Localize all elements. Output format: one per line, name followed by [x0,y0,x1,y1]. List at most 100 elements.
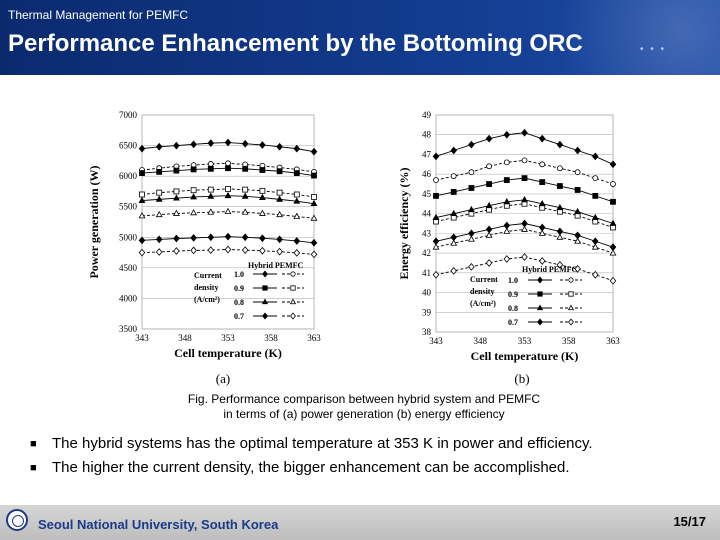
data-point [467,205,475,213]
data-point [190,246,197,255]
data-point [225,186,231,192]
data-point [592,192,599,199]
data-point [521,175,528,182]
data-point [139,191,145,198]
data-point [224,207,232,215]
legend-label: 1.0 [234,270,244,279]
legend-marker-hybrid [261,298,269,305]
data-point [450,239,458,246]
legend-marker-hybrid [262,312,268,320]
data-point [276,168,283,175]
data-point [173,141,180,150]
legend-label: 0.9 [234,284,244,293]
data-point [156,189,163,196]
data-point [293,170,300,176]
bullet-list: ■ The hybrid systems has the optimal temp… [30,432,720,480]
x-tick-label: 358 [562,336,576,346]
legend-marker-pemfc [290,285,296,291]
data-point [503,130,511,139]
legend-marker-hybrid [262,270,268,278]
data-point [521,253,528,261]
data-point [276,195,284,202]
data-point [224,245,232,254]
data-point [172,194,180,201]
bullet-item: ■ The hybrid systems has the optimal temp… [30,432,720,456]
y-axis-label: Power generation (W) [87,165,101,278]
x-tick-label: 343 [135,333,149,343]
data-point [190,193,198,200]
title-decoration-dots: • • • [640,44,667,55]
data-point [592,152,599,161]
data-point [224,232,232,241]
y-axis-label: Energy efficiency (%) [398,168,411,280]
bullet-item: ■ The higher the current density, the big… [30,456,720,480]
legend-header: Hybrid PEMFC [522,265,578,274]
data-point [259,234,266,243]
data-point [609,249,617,256]
data-point [190,234,197,242]
data-point [485,201,493,209]
legend-marker-hybrid [537,318,543,326]
data-point [207,233,215,242]
y-tick-label: 5000 [119,232,138,242]
data-point [521,219,528,228]
bullet-square-icon: ■ [30,462,37,474]
data-point [432,270,440,279]
plot-area [141,114,315,330]
caption-line-2: in terms of (a) power generation (b) ene… [223,407,505,421]
slide-title: Performance Enhancement by the Bottoming… [8,30,583,57]
data-point [311,172,317,179]
data-point [190,166,197,173]
legend-label: 0.8 [234,298,244,307]
legend-header: Hybrid PEMFC [248,261,304,270]
data-point [207,186,214,193]
legend-marker-pemfc [567,304,575,311]
y-tick-label: 45 [422,189,432,199]
y-tick-label: 49 [422,110,432,120]
data-point [138,236,146,245]
data-point [539,179,546,185]
data-point [432,152,440,161]
data-point [276,210,284,218]
data-point [538,199,546,207]
data-point [468,140,475,149]
university-name: Seoul National University, South Korea [38,517,279,532]
legend-title: Current [470,275,498,284]
data-point [486,181,492,187]
data-point [433,177,439,183]
data-point [521,225,528,232]
data-point [450,266,457,275]
data-point [138,248,146,257]
data-point [241,208,249,215]
data-point [556,227,564,236]
data-point [503,221,511,230]
data-point [190,187,197,194]
legend-marker-pemfc [289,298,297,305]
data-point [450,209,458,217]
y-tick-label: 6000 [119,171,138,181]
x-tick-label: 348 [178,333,192,343]
y-tick-label: 46 [422,169,432,179]
chart-power-generation: 3500 4000 4500 5000 5500 6000 6500 7000 343 348 35… [87,110,321,386]
data-point [538,223,546,232]
figure-caption: Fig. Performance comparison between hybr… [120,392,608,422]
data-point [468,229,475,238]
data-point [224,138,232,147]
data-point [173,234,180,243]
data-point [503,227,511,234]
legend-marker-hybrid [537,291,543,297]
y-tick-label: 4000 [119,293,138,303]
data-point [538,257,546,265]
x-tick-label: 358 [264,333,278,343]
data-point [556,165,563,172]
legend-marker-pemfc [568,318,574,326]
data-point [190,140,197,149]
data-point [293,237,301,245]
panel-label: (b) [514,371,529,386]
legend-marker-pemfc [290,312,296,320]
data-point [241,192,249,199]
data-point [432,213,440,220]
data-point [276,142,283,151]
data-point [609,160,617,169]
data-point [173,188,180,195]
